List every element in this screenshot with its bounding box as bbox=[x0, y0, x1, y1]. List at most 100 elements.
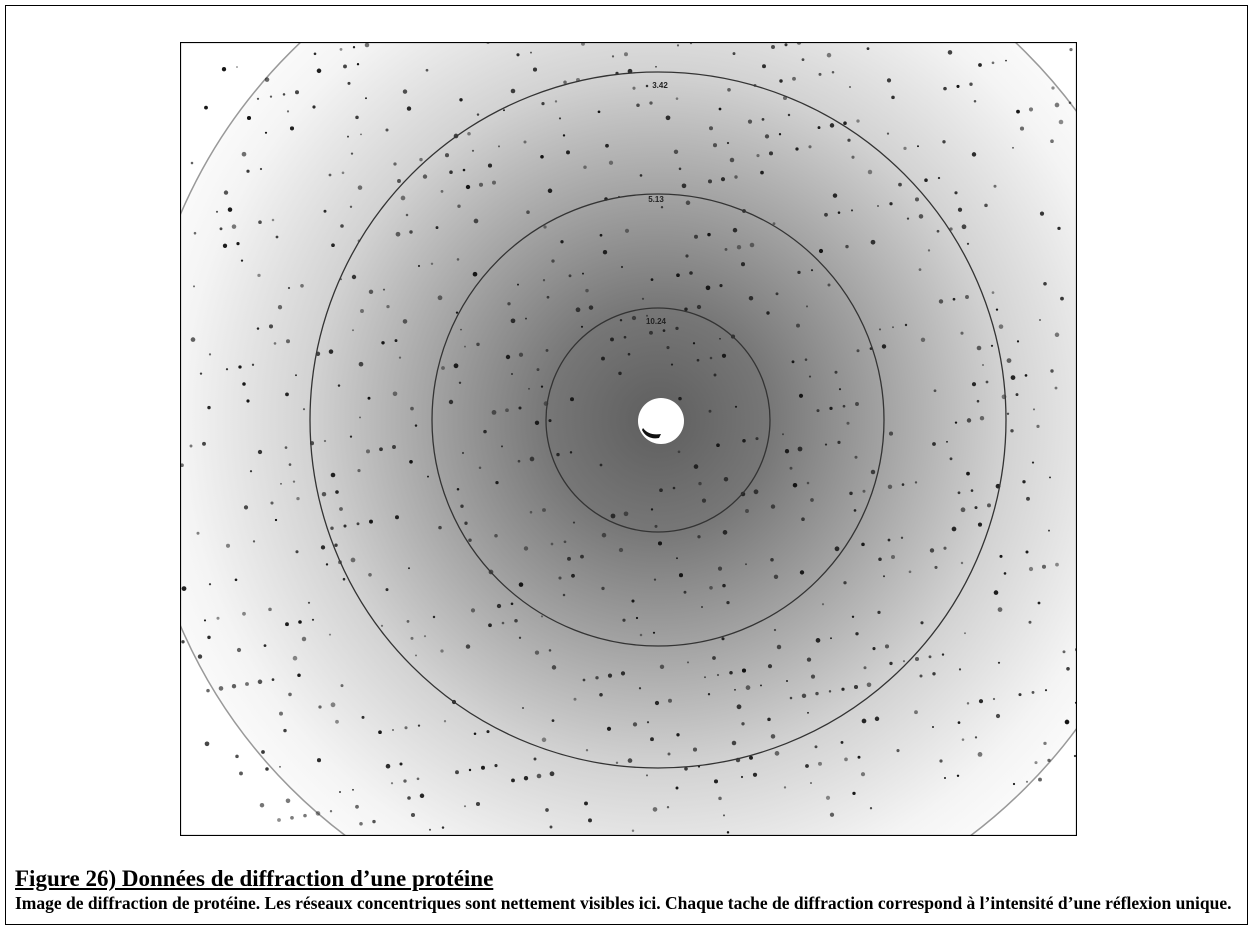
spot bbox=[1031, 461, 1035, 464]
spot bbox=[782, 433, 784, 436]
spot bbox=[580, 325, 584, 328]
spot bbox=[606, 726, 612, 731]
spot bbox=[1057, 226, 1061, 231]
spot bbox=[468, 538, 472, 542]
spot bbox=[867, 169, 873, 175]
spot bbox=[745, 509, 749, 513]
resolution-ring bbox=[431, 193, 885, 647]
caption-title: Figure 26) Données de diffraction d’une … bbox=[15, 866, 494, 891]
spot bbox=[392, 729, 394, 731]
spot bbox=[517, 459, 521, 463]
spot bbox=[566, 150, 570, 155]
spot bbox=[369, 519, 373, 524]
spot bbox=[549, 771, 555, 777]
spot bbox=[449, 170, 453, 174]
spot bbox=[417, 264, 421, 268]
spot bbox=[760, 170, 764, 175]
spot bbox=[385, 128, 389, 132]
spot bbox=[560, 240, 564, 244]
spot bbox=[352, 329, 354, 332]
spot bbox=[1044, 689, 1048, 692]
spot bbox=[834, 546, 840, 552]
spot bbox=[551, 259, 555, 263]
spot bbox=[709, 585, 713, 590]
spot bbox=[807, 711, 809, 714]
spot bbox=[463, 805, 467, 808]
spot bbox=[204, 741, 210, 747]
spot bbox=[251, 363, 255, 366]
beam-stop-shadow bbox=[642, 428, 661, 439]
spot bbox=[534, 420, 540, 425]
spot bbox=[810, 269, 814, 272]
spot bbox=[435, 226, 439, 230]
spot bbox=[425, 68, 429, 72]
spot bbox=[562, 593, 566, 597]
spot bbox=[824, 443, 828, 446]
spot bbox=[392, 445, 396, 449]
spot bbox=[518, 582, 524, 587]
spot bbox=[886, 78, 892, 83]
spot bbox=[694, 234, 698, 239]
spot bbox=[889, 202, 893, 206]
spot bbox=[908, 570, 912, 574]
spot bbox=[510, 602, 514, 606]
spot bbox=[784, 43, 788, 47]
spot bbox=[878, 557, 882, 561]
spot bbox=[541, 737, 547, 743]
spot bbox=[329, 810, 333, 813]
spot bbox=[856, 119, 860, 123]
spot bbox=[966, 242, 970, 245]
spot bbox=[855, 632, 859, 636]
spot bbox=[410, 406, 414, 411]
spot bbox=[987, 503, 991, 508]
spot bbox=[734, 688, 736, 691]
spot bbox=[829, 812, 835, 817]
spot bbox=[462, 168, 466, 172]
spot bbox=[471, 149, 475, 152]
spot bbox=[657, 541, 663, 546]
spot bbox=[236, 242, 240, 246]
spot bbox=[488, 623, 492, 628]
image-border bbox=[180, 42, 1077, 836]
spot bbox=[981, 363, 985, 367]
spot bbox=[221, 67, 227, 72]
spot bbox=[999, 554, 1003, 558]
spot bbox=[920, 621, 924, 625]
spot bbox=[932, 672, 936, 676]
spot bbox=[934, 565, 938, 569]
spot bbox=[235, 754, 239, 759]
spot bbox=[202, 441, 206, 446]
spot bbox=[457, 204, 461, 208]
spot bbox=[468, 768, 472, 772]
spot bbox=[902, 660, 906, 663]
spot bbox=[402, 319, 408, 324]
spot bbox=[654, 524, 658, 528]
spot bbox=[713, 373, 717, 377]
spot bbox=[307, 601, 311, 604]
spot bbox=[756, 154, 760, 158]
spot bbox=[225, 543, 231, 548]
spot bbox=[408, 567, 410, 570]
spot bbox=[958, 668, 962, 671]
spot bbox=[884, 644, 890, 649]
spot bbox=[352, 46, 356, 49]
spot bbox=[1054, 386, 1058, 390]
spot bbox=[745, 563, 747, 566]
spot bbox=[979, 415, 985, 421]
spot bbox=[218, 686, 224, 691]
spot bbox=[601, 586, 605, 591]
spot bbox=[783, 786, 787, 789]
spot bbox=[627, 352, 631, 356]
spot bbox=[815, 691, 819, 696]
spot bbox=[367, 396, 371, 400]
spot bbox=[295, 550, 299, 554]
spot bbox=[241, 151, 247, 157]
spot bbox=[357, 185, 363, 190]
spot bbox=[1066, 666, 1070, 671]
spot bbox=[323, 209, 327, 213]
ring-label: 3.42 bbox=[652, 81, 668, 90]
spot bbox=[1034, 761, 1038, 765]
spot bbox=[740, 775, 744, 779]
spot bbox=[732, 52, 736, 56]
spot bbox=[887, 484, 893, 490]
